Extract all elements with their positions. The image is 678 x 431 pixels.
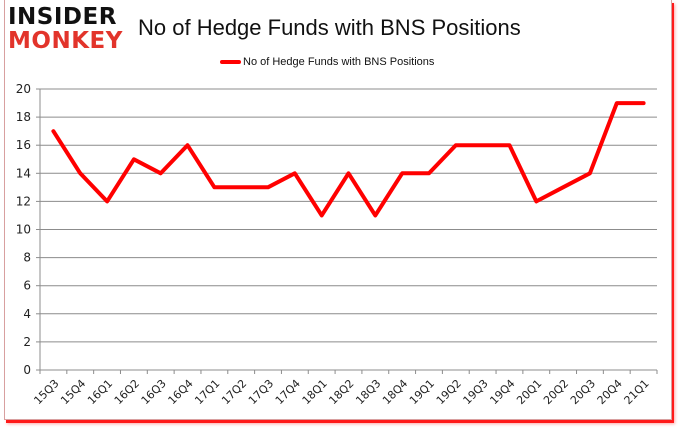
logo-line1: INSIDER <box>8 4 117 30</box>
logo-line2: MONKEY <box>8 28 123 54</box>
x-tick-label: 18Q4 <box>380 377 410 407</box>
x-tick-label: 20Q1 <box>514 377 544 407</box>
x-tick-label: 18Q2 <box>326 377 356 407</box>
x-tick-label: 19Q1 <box>407 377 437 407</box>
x-tick-label: 18Q3 <box>353 377 383 407</box>
y-tick-label: 2 <box>23 335 31 349</box>
y-tick-label: 16 <box>16 138 31 152</box>
x-tick-label: 19Q2 <box>434 377 464 407</box>
x-tick-label: 16Q4 <box>166 377 196 407</box>
x-tick-label: 16Q1 <box>85 377 115 407</box>
x-tick-label: 19Q3 <box>461 377 491 407</box>
x-tick-label: 17Q4 <box>273 377 303 407</box>
y-tick-label: 6 <box>23 279 31 293</box>
x-tick-label: 20Q3 <box>568 377 598 407</box>
x-tick-label: 17Q3 <box>246 377 276 407</box>
y-tick-label: 14 <box>16 166 31 180</box>
x-tick-label: 20Q4 <box>595 377 625 407</box>
y-tick-label: 8 <box>23 251 31 265</box>
chart-title: No of Hedge Funds with BNS Positions <box>138 15 521 40</box>
y-tick-label: 12 <box>16 194 31 208</box>
x-tick-label: 20Q2 <box>541 377 571 407</box>
legend-line-swatch-icon <box>220 60 241 64</box>
y-tick-label: 20 <box>16 82 31 96</box>
x-tick-label: 21Q1 <box>622 377 652 407</box>
y-tick-label: 18 <box>16 110 31 124</box>
x-tick-label: 15Q4 <box>58 377 88 407</box>
chart-frame <box>4 0 672 420</box>
x-tick-label: 16Q2 <box>112 377 142 407</box>
insider-monkey-logo: INSIDER MONKEY <box>8 6 123 53</box>
x-tick-label: 17Q1 <box>192 377 222 407</box>
x-tick-label: 19Q4 <box>487 377 517 407</box>
y-tick-label: 10 <box>16 223 31 237</box>
x-tick-label: 18Q1 <box>300 377 330 407</box>
legend-label: No of Hedge Funds with BNS Positions <box>243 56 435 68</box>
series-line <box>51 101 646 218</box>
x-tick-label: 16Q3 <box>139 377 169 407</box>
x-tick-label: 17Q2 <box>219 377 249 407</box>
y-tick-label: 4 <box>23 307 31 321</box>
y-tick-label: 0 <box>23 363 31 377</box>
x-tick-label: 15Q3 <box>31 377 61 407</box>
chart-legend: No of Hedge Funds with BNS Positions <box>220 56 434 68</box>
